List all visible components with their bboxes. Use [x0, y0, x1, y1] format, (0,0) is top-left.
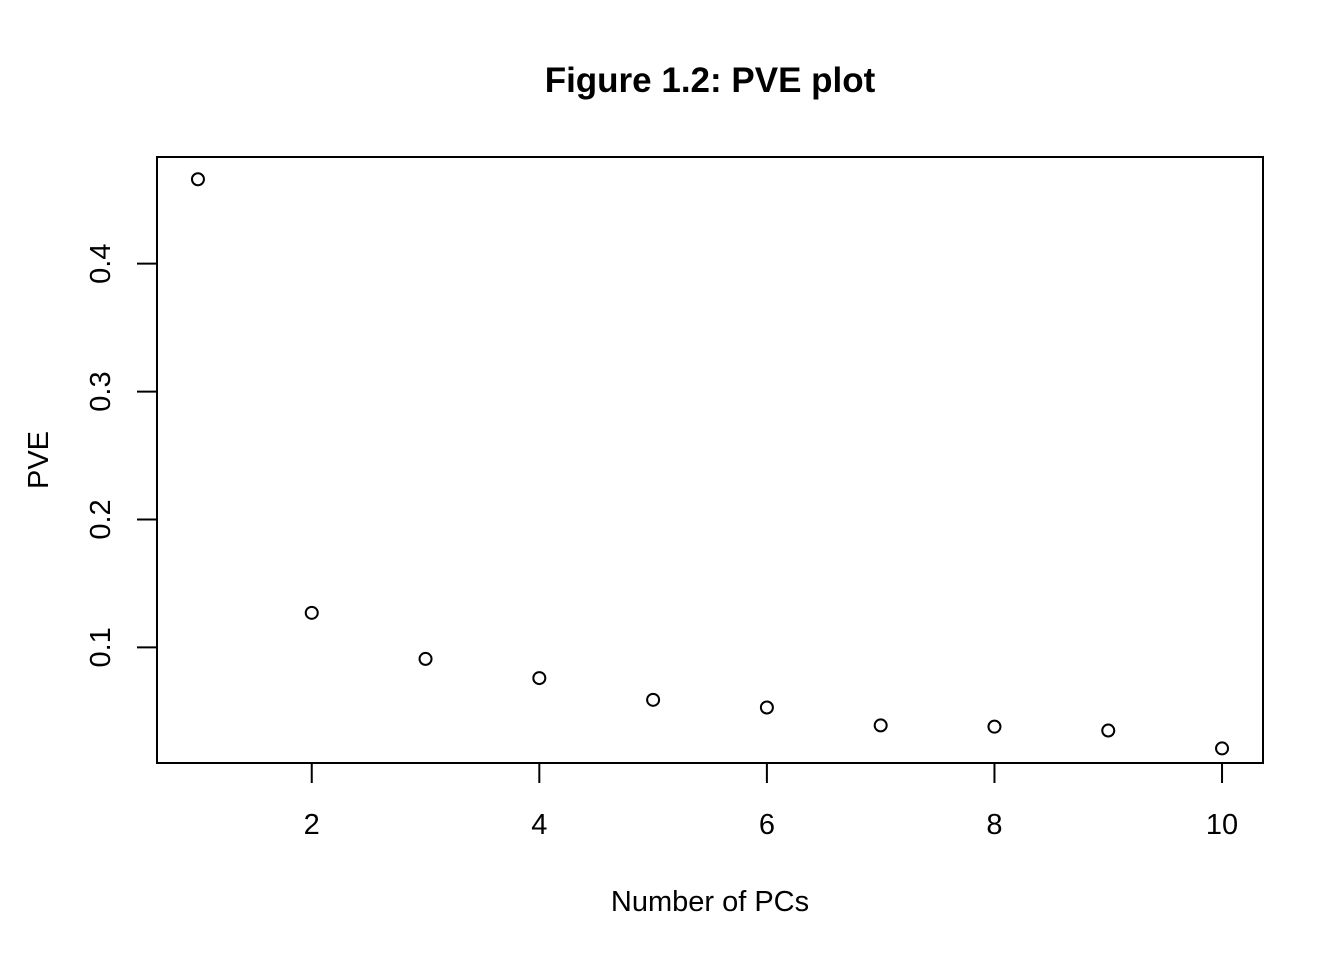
data-point	[987, 719, 1002, 734]
data-point	[304, 605, 319, 620]
chart-title: Figure 1.2: PVE plot	[545, 61, 876, 100]
x-tick-label: 6	[759, 809, 775, 841]
data-points	[190, 172, 1230, 756]
data-point	[646, 692, 661, 707]
data-point	[532, 671, 547, 686]
data-point	[418, 651, 433, 666]
x-tick-label: 10	[1206, 809, 1238, 841]
data-point	[873, 718, 888, 733]
x-axis-label: Number of PCs	[611, 886, 809, 918]
plot-frame	[156, 156, 1264, 764]
data-point	[1215, 741, 1230, 756]
y-tick-label: 0.2	[85, 499, 117, 539]
data-point	[1101, 723, 1116, 738]
y-tick-label: 0.1	[85, 627, 117, 667]
y-tick-label: 0.4	[85, 244, 117, 284]
x-axis: 2 4 6 8 10	[304, 762, 1238, 841]
x-tick-label: 4	[531, 809, 547, 841]
data-point	[759, 700, 774, 715]
data-point	[190, 172, 205, 187]
y-axis-label: PVE	[23, 431, 55, 489]
x-tick-label: 8	[986, 809, 1002, 841]
y-axis: 0.1 0.2 0.3 0.4	[85, 244, 158, 668]
y-tick-label: 0.3	[85, 371, 117, 411]
x-tick-label: 2	[304, 809, 320, 841]
